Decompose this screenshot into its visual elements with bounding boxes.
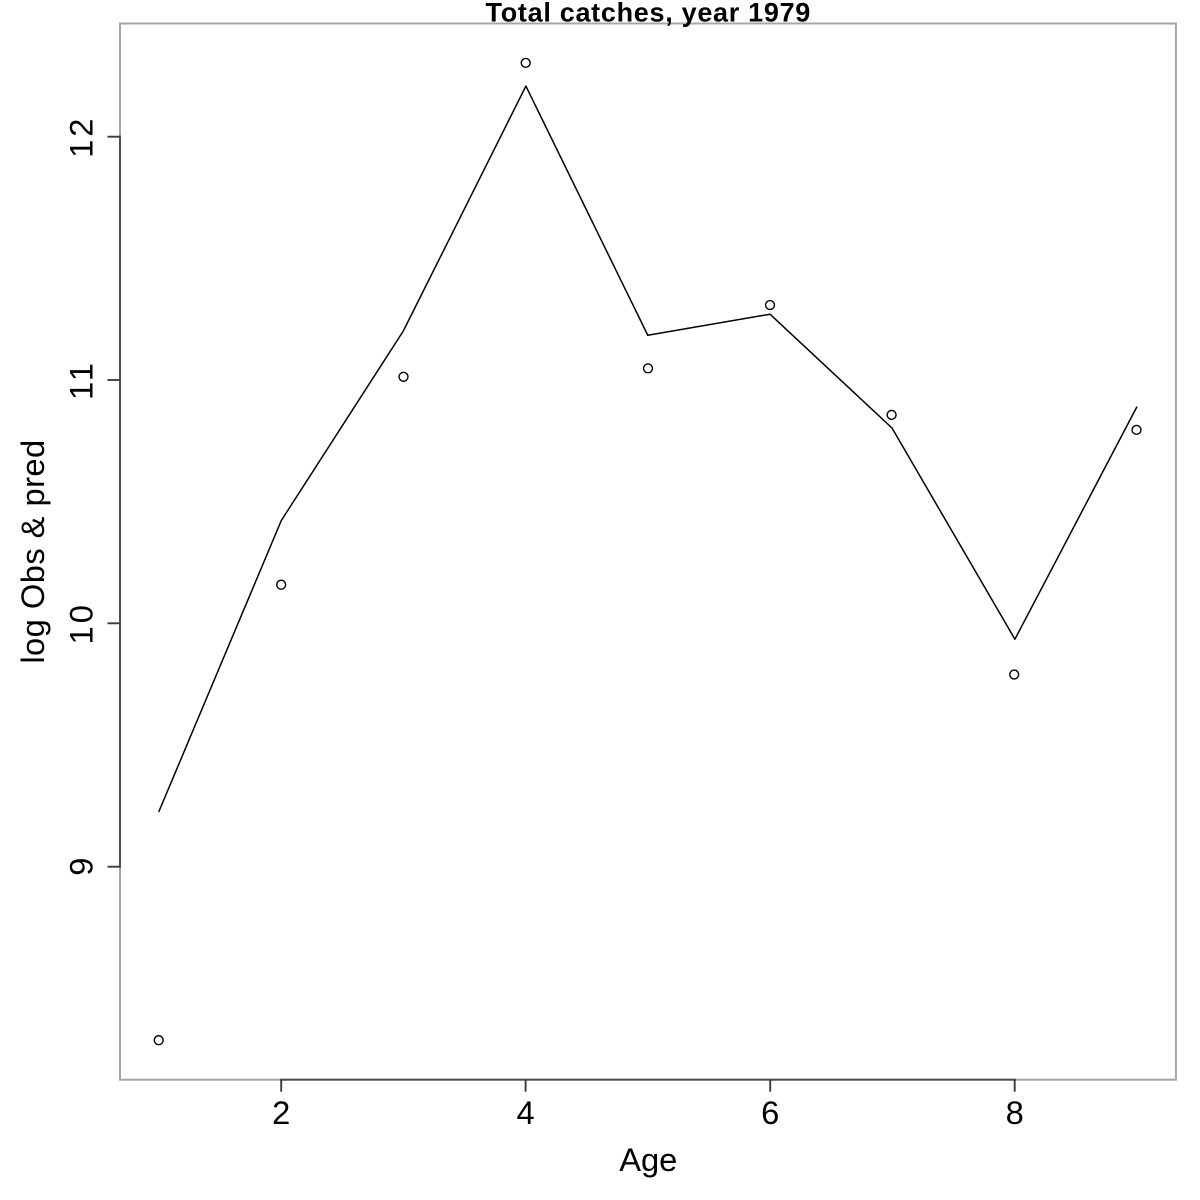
svg-text:8: 8 — [1006, 1094, 1024, 1131]
svg-text:Age: Age — [619, 1141, 677, 1178]
svg-text:10: 10 — [63, 602, 100, 644]
svg-text:2: 2 — [272, 1094, 290, 1131]
svg-text:Total catches, year 1979: Total catches, year 1979 — [486, 0, 811, 28]
svg-text:log Obs & pred: log Obs & pred — [14, 439, 51, 663]
svg-text:6: 6 — [761, 1094, 779, 1131]
svg-text:11: 11 — [63, 360, 100, 400]
svg-text:4: 4 — [517, 1094, 535, 1131]
svg-text:9: 9 — [63, 858, 100, 876]
svg-text:12: 12 — [63, 116, 100, 158]
